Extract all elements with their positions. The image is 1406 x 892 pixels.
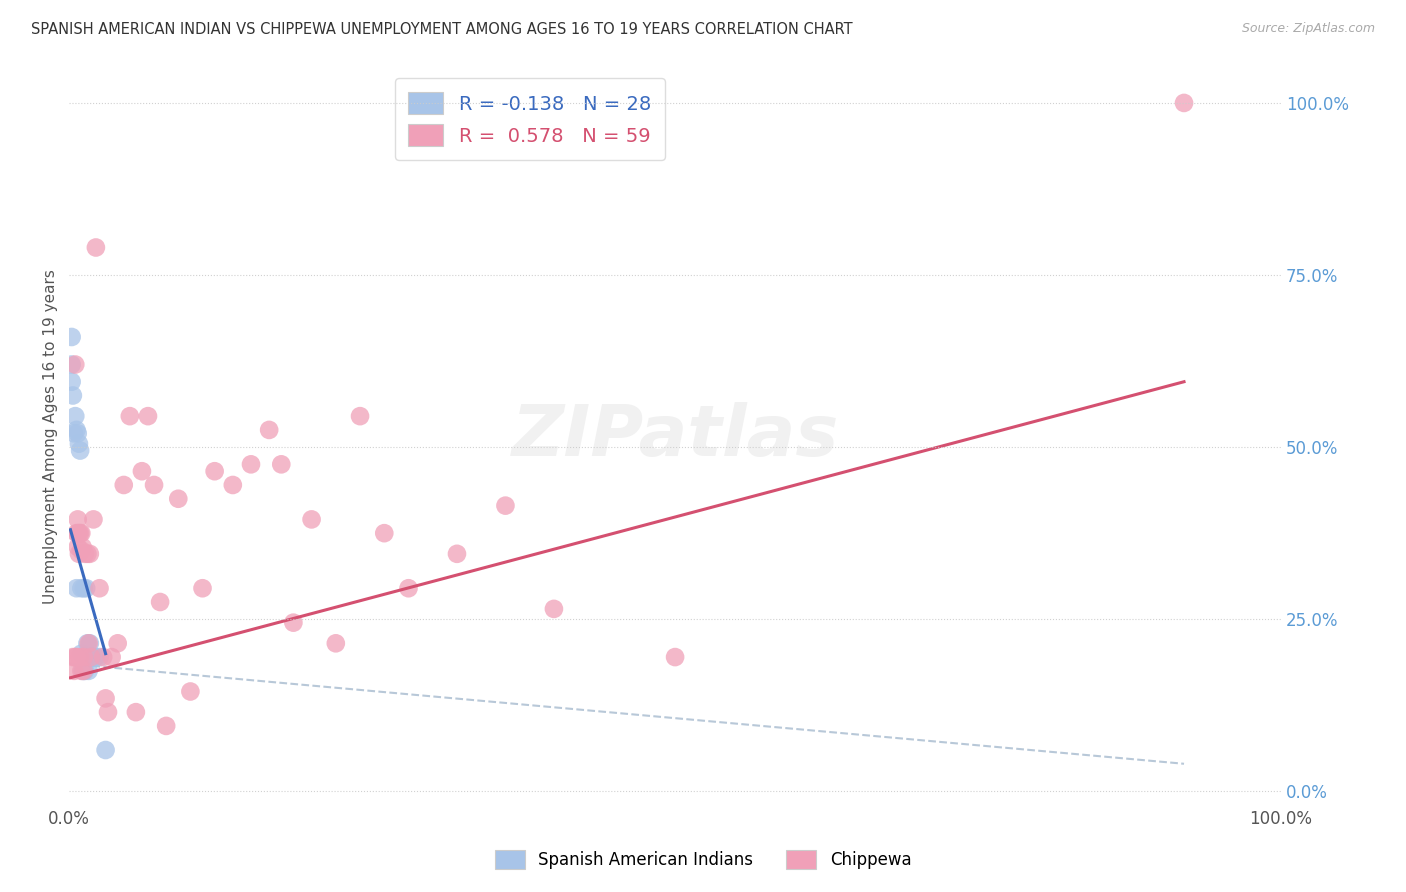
- Point: [69, 650, 91, 665]
- Point: [191, 581, 214, 595]
- Point: [67, 547, 90, 561]
- Point: [67, 526, 90, 541]
- Point: [77, 636, 100, 650]
- Point: [73, 664, 96, 678]
- Point: [204, 464, 226, 478]
- Point: [62, 650, 84, 665]
- Point: [70, 526, 93, 541]
- Point: [66, 426, 89, 441]
- Point: [65, 526, 87, 541]
- Point: [179, 684, 201, 698]
- Point: [270, 458, 292, 472]
- Point: [325, 636, 347, 650]
- Point: [1173, 95, 1195, 110]
- Point: [60, 358, 83, 372]
- Text: Source: ZipAtlas.com: Source: ZipAtlas.com: [1241, 22, 1375, 36]
- Point: [60, 330, 83, 344]
- Point: [131, 464, 153, 478]
- Point: [66, 540, 89, 554]
- Point: [76, 547, 98, 561]
- Point: [107, 636, 129, 650]
- Point: [65, 581, 87, 595]
- Point: [63, 664, 86, 678]
- Point: [84, 240, 107, 254]
- Point: [97, 705, 120, 719]
- Y-axis label: Unemployment Among Ages 16 to 19 years: Unemployment Among Ages 16 to 19 years: [44, 269, 58, 604]
- Legend: R = -0.138   N = 28, R =  0.578   N = 59: R = -0.138 N = 28, R = 0.578 N = 59: [395, 78, 665, 160]
- Point: [70, 647, 93, 661]
- Point: [79, 636, 101, 650]
- Point: [76, 650, 98, 665]
- Point: [373, 526, 395, 541]
- Point: [72, 540, 94, 554]
- Point: [77, 664, 100, 678]
- Point: [75, 581, 97, 595]
- Point: [66, 512, 89, 526]
- Point: [63, 426, 86, 441]
- Point: [73, 650, 96, 665]
- Point: [143, 478, 166, 492]
- Text: ZIPatlas: ZIPatlas: [512, 402, 839, 471]
- Point: [70, 581, 93, 595]
- Point: [79, 547, 101, 561]
- Point: [257, 423, 280, 437]
- Point: [73, 650, 96, 665]
- Point: [167, 491, 190, 506]
- Text: SPANISH AMERICAN INDIAN VS CHIPPEWA UNEMPLOYMENT AMONG AGES 16 TO 19 YEARS CORRE: SPANISH AMERICAN INDIAN VS CHIPPEWA UNEM…: [31, 22, 852, 37]
- Point: [149, 595, 172, 609]
- Point: [494, 499, 516, 513]
- Point: [125, 705, 148, 719]
- Point: [118, 409, 141, 424]
- Point: [155, 719, 177, 733]
- Point: [301, 512, 323, 526]
- Point: [94, 743, 117, 757]
- Point: [73, 581, 96, 595]
- Point: [76, 636, 98, 650]
- Point: [62, 388, 84, 402]
- Point: [240, 458, 263, 472]
- Point: [67, 436, 90, 450]
- Point: [65, 650, 87, 665]
- Point: [73, 664, 96, 678]
- Point: [112, 478, 135, 492]
- Point: [222, 478, 245, 492]
- Point: [82, 650, 104, 665]
- Point: [69, 443, 91, 458]
- Point: [664, 650, 686, 665]
- Point: [398, 581, 420, 595]
- Point: [73, 664, 96, 678]
- Point: [349, 409, 371, 424]
- Point: [84, 650, 107, 665]
- Point: [446, 547, 468, 561]
- Point: [89, 650, 111, 665]
- Point: [69, 526, 91, 541]
- Point: [91, 650, 114, 665]
- Legend: Spanish American Indians, Chippewa: Spanish American Indians, Chippewa: [485, 840, 921, 880]
- Point: [94, 691, 117, 706]
- Point: [80, 650, 103, 665]
- Point: [66, 526, 89, 541]
- Point: [65, 423, 87, 437]
- Point: [70, 543, 93, 558]
- Point: [543, 602, 565, 616]
- Point: [89, 581, 111, 595]
- Point: [65, 409, 87, 424]
- Point: [82, 512, 104, 526]
- Point: [283, 615, 305, 630]
- Point: [136, 409, 159, 424]
- Point: [70, 664, 93, 678]
- Point: [73, 547, 96, 561]
- Point: [80, 650, 103, 665]
- Point: [72, 664, 94, 678]
- Point: [65, 650, 87, 665]
- Point: [60, 375, 83, 389]
- Point: [100, 650, 122, 665]
- Point: [65, 358, 87, 372]
